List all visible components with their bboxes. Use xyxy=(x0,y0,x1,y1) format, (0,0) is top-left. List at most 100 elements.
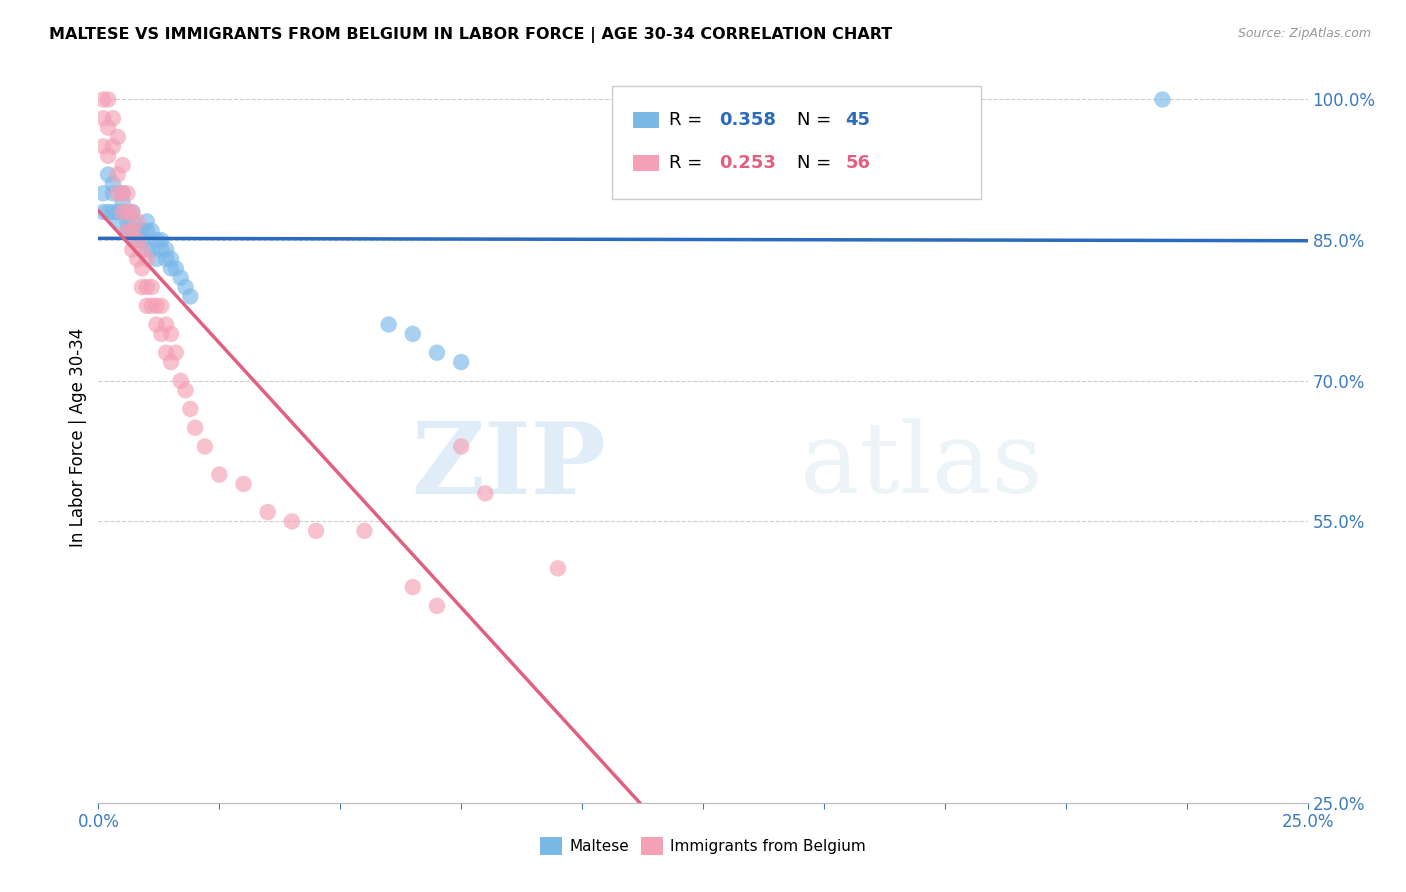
Legend: Maltese, Immigrants from Belgium: Maltese, Immigrants from Belgium xyxy=(534,831,872,861)
Point xyxy=(160,252,183,266)
Point xyxy=(131,243,153,257)
Bar xyxy=(633,112,659,128)
Point xyxy=(107,205,129,219)
Point xyxy=(169,374,191,388)
Point xyxy=(402,326,425,341)
Point xyxy=(107,186,129,201)
Point xyxy=(117,214,139,228)
Point xyxy=(426,345,449,359)
Point xyxy=(145,318,167,332)
Point xyxy=(111,186,134,201)
Point xyxy=(547,561,569,575)
Point xyxy=(107,214,129,228)
Point xyxy=(402,580,425,594)
Point xyxy=(135,299,157,313)
Point xyxy=(117,224,139,238)
Point xyxy=(155,243,177,257)
Y-axis label: In Labor Force | Age 30-34: In Labor Force | Age 30-34 xyxy=(69,327,87,547)
Bar xyxy=(633,154,659,171)
Point xyxy=(145,233,167,247)
Point xyxy=(111,205,134,219)
Text: R =: R = xyxy=(669,112,709,129)
Point xyxy=(281,515,304,529)
Point xyxy=(127,233,149,247)
Point xyxy=(127,224,149,238)
Point xyxy=(305,524,328,538)
Point xyxy=(111,158,134,172)
Point xyxy=(121,224,143,238)
Point xyxy=(97,120,120,135)
Text: 45: 45 xyxy=(845,112,870,129)
Point xyxy=(135,224,157,238)
Point xyxy=(127,214,149,228)
Point xyxy=(131,261,153,276)
Point xyxy=(165,345,187,359)
Text: R =: R = xyxy=(669,153,709,172)
Point xyxy=(160,355,183,369)
Point xyxy=(141,299,163,313)
Point xyxy=(169,270,191,285)
Point xyxy=(91,112,114,126)
Text: N =: N = xyxy=(797,112,838,129)
Point xyxy=(141,280,163,294)
Point xyxy=(174,383,197,397)
Text: Source: ZipAtlas.com: Source: ZipAtlas.com xyxy=(1237,27,1371,40)
Point xyxy=(97,93,120,107)
Point xyxy=(145,299,167,313)
Point xyxy=(135,252,157,266)
Point xyxy=(141,243,163,257)
Point xyxy=(107,130,129,145)
Point xyxy=(117,224,139,238)
Point xyxy=(155,318,177,332)
Point xyxy=(101,112,124,126)
Text: ZIP: ZIP xyxy=(412,417,606,515)
Point xyxy=(232,477,254,491)
Point xyxy=(184,420,207,434)
FancyBboxPatch shape xyxy=(613,86,981,200)
Point xyxy=(117,205,139,219)
Point xyxy=(117,205,139,219)
Point xyxy=(131,233,153,247)
Point xyxy=(91,139,114,153)
Point xyxy=(150,243,173,257)
Point xyxy=(150,326,173,341)
Point xyxy=(353,524,375,538)
Point xyxy=(121,224,143,238)
Point xyxy=(111,195,134,210)
Point xyxy=(377,318,399,332)
Point xyxy=(150,299,173,313)
Point xyxy=(121,214,143,228)
Point xyxy=(155,252,177,266)
Text: 0.253: 0.253 xyxy=(718,153,776,172)
Point xyxy=(111,186,134,201)
Point xyxy=(145,252,167,266)
Point xyxy=(474,486,496,500)
Point xyxy=(91,93,114,107)
Point xyxy=(127,233,149,247)
Point xyxy=(194,440,217,454)
Point xyxy=(179,289,201,303)
Point xyxy=(121,205,143,219)
Text: atlas: atlas xyxy=(800,418,1042,514)
Point xyxy=(135,243,157,257)
Point xyxy=(101,139,124,153)
Point xyxy=(117,224,139,238)
Point xyxy=(208,467,231,482)
Point xyxy=(135,280,157,294)
Point xyxy=(450,355,472,369)
Point xyxy=(101,177,124,191)
Point xyxy=(1152,93,1174,107)
Point xyxy=(150,233,173,247)
Point xyxy=(174,280,197,294)
Point xyxy=(97,205,120,219)
Point xyxy=(91,186,114,201)
Point xyxy=(141,224,163,238)
Point xyxy=(101,205,124,219)
Point xyxy=(101,186,124,201)
Text: N =: N = xyxy=(797,153,838,172)
Point xyxy=(131,224,153,238)
Point xyxy=(127,252,149,266)
Point xyxy=(155,345,177,359)
Point xyxy=(160,326,183,341)
Point xyxy=(256,505,278,519)
